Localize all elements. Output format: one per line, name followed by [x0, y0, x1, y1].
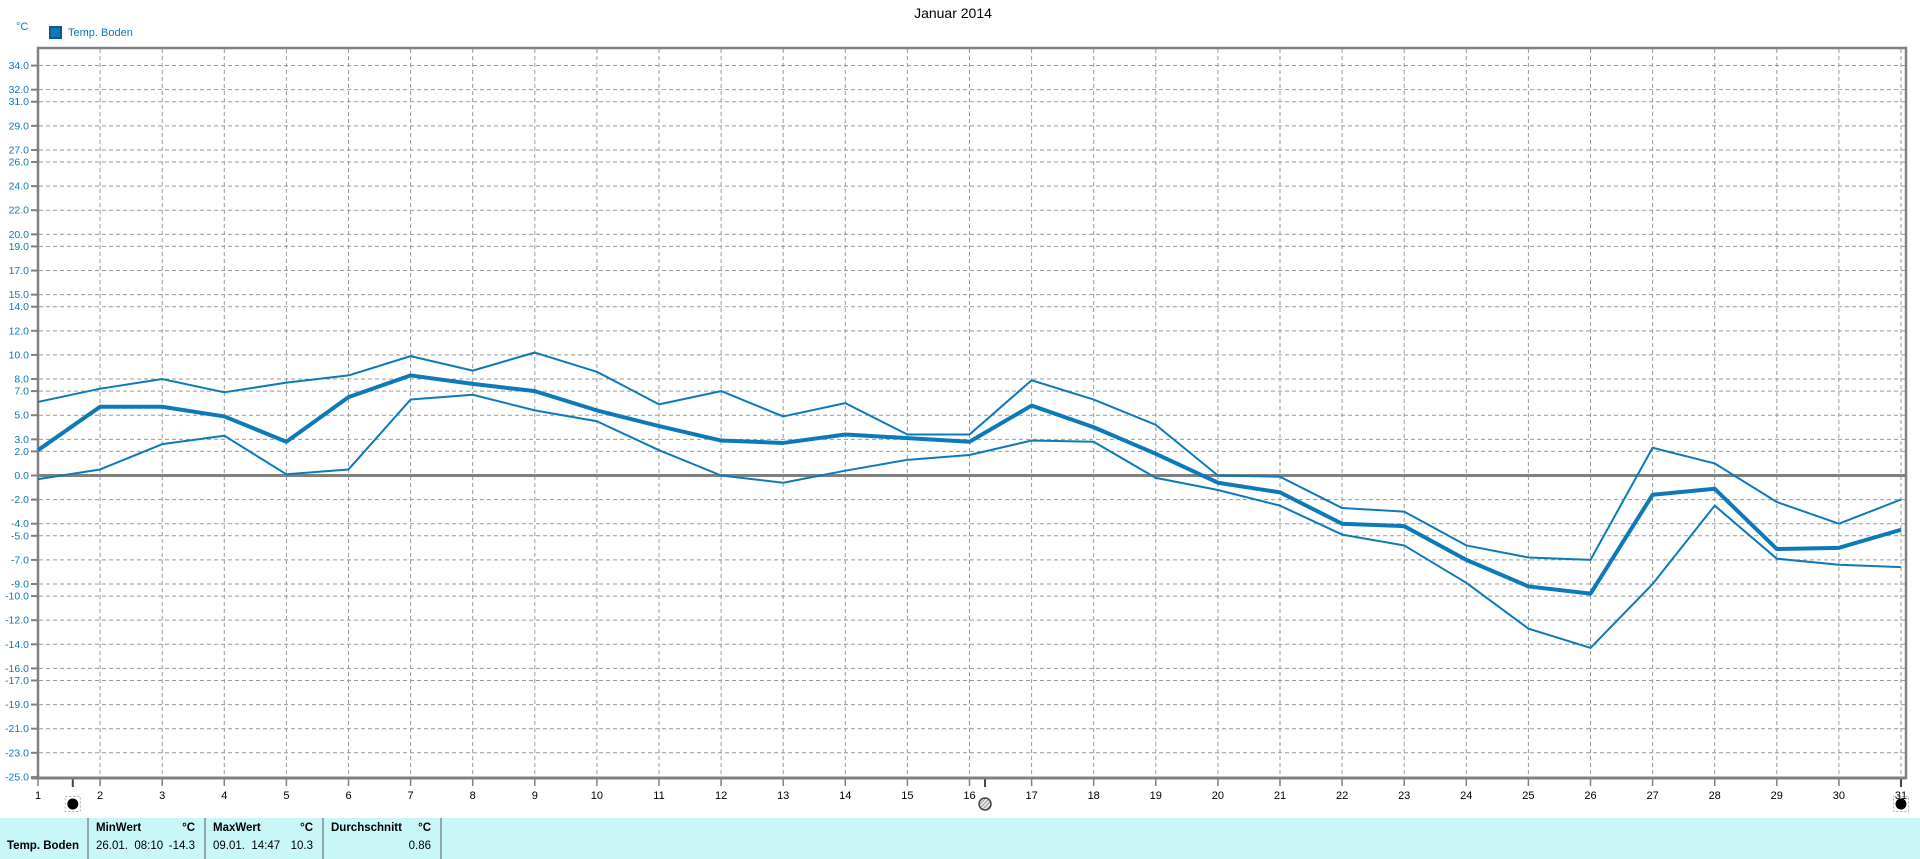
svg-text:15: 15: [901, 790, 913, 802]
series-mean-line: [36, 373, 1902, 596]
svg-text:17: 17: [1025, 790, 1037, 802]
svg-text:-25.0: -25.0: [5, 771, 29, 783]
svg-text:-10.0: -10.0: [5, 591, 29, 603]
svg-text:28: 28: [1709, 790, 1721, 802]
durchschnitt-unit: °C: [418, 822, 431, 834]
svg-text:31: 31: [1895, 790, 1907, 802]
svg-text:7: 7: [408, 790, 414, 802]
series-min-line: [37, 393, 1902, 649]
legend-swatch-icon: [49, 26, 62, 39]
svg-text:27.0: 27.0: [9, 144, 30, 156]
svg-text:-7.0: -7.0: [11, 554, 29, 566]
svg-text:8.0: 8.0: [14, 374, 29, 386]
svg-text:21: 21: [1274, 790, 1286, 802]
svg-text:22: 22: [1336, 790, 1348, 802]
statistics-table: Temp. Boden MinWert °C 26.01. 08:10 -14.…: [0, 818, 1920, 859]
svg-text:4: 4: [221, 790, 227, 802]
svg-text:30: 30: [1833, 790, 1845, 802]
table-divider: [322, 818, 324, 859]
chart-plot-area: 34.032.031.029.027.026.024.022.020.019.0…: [5, 46, 1909, 812]
maxwert-timestamp: 09.01. 14:47: [213, 840, 281, 852]
svg-text:2.0: 2.0: [14, 446, 29, 458]
maxwert-header: MaxWert: [213, 822, 261, 834]
table-divider: [440, 818, 442, 859]
svg-text:29: 29: [1771, 790, 1783, 802]
svg-text:-5.0: -5.0: [11, 530, 29, 542]
maxwert-unit: °C: [300, 822, 313, 834]
svg-text:26.0: 26.0: [9, 157, 30, 169]
svg-text:-16.0: -16.0: [5, 663, 29, 675]
svg-text:31.0: 31.0: [9, 96, 30, 108]
svg-text:2: 2: [97, 790, 103, 802]
svg-text:1: 1: [35, 790, 41, 802]
y-axis-unit-label: °C: [16, 21, 29, 33]
series-max-line: [37, 351, 1902, 561]
timeline-handle-left[interactable]: [64, 796, 81, 812]
table-divider: [204, 818, 206, 859]
svg-text:24.0: 24.0: [9, 181, 30, 193]
svg-text:32.0: 32.0: [9, 84, 30, 96]
svg-text:9: 9: [532, 790, 538, 802]
table-divider: [87, 818, 89, 859]
svg-text:29.0: 29.0: [9, 120, 30, 132]
svg-text:10.0: 10.0: [9, 349, 30, 361]
maxwert-value: 10.3: [290, 840, 313, 852]
svg-text:17.0: 17.0: [9, 265, 30, 277]
svg-text:-14.0: -14.0: [5, 639, 29, 651]
svg-text:12: 12: [715, 790, 727, 802]
svg-text:15.0: 15.0: [9, 289, 30, 301]
svg-text:3.0: 3.0: [14, 434, 29, 446]
svg-text:19.0: 19.0: [9, 241, 30, 253]
svg-text:0.0: 0.0: [14, 470, 29, 482]
svg-text:34.0: 34.0: [9, 60, 30, 72]
svg-text:24: 24: [1460, 790, 1472, 802]
svg-text:11: 11: [653, 790, 664, 802]
svg-text:14.0: 14.0: [9, 301, 30, 313]
svg-text:19: 19: [1150, 790, 1162, 802]
timeline-handle-middle[interactable]: [978, 797, 992, 811]
svg-text:14: 14: [839, 790, 851, 802]
svg-text:5.0: 5.0: [14, 410, 29, 422]
svg-text:18: 18: [1088, 790, 1100, 802]
svg-text:-9.0: -9.0: [11, 579, 29, 591]
svg-text:6: 6: [345, 790, 351, 802]
svg-text:22.0: 22.0: [9, 205, 30, 217]
svg-text:-23.0: -23.0: [5, 747, 29, 759]
svg-text:7.0: 7.0: [14, 386, 29, 398]
svg-text:5: 5: [283, 790, 289, 802]
svg-text:-17.0: -17.0: [5, 675, 29, 687]
svg-text:8: 8: [470, 790, 476, 802]
svg-text:12.0: 12.0: [9, 325, 30, 337]
legend-label: Temp. Boden: [68, 26, 133, 39]
svg-text:13: 13: [777, 790, 789, 802]
svg-text:-4.0: -4.0: [11, 518, 29, 530]
chart-title: Januar 2014: [914, 5, 992, 21]
svg-text:26: 26: [1584, 790, 1596, 802]
svg-text:25: 25: [1522, 790, 1534, 802]
minwert-value: -14.3: [168, 840, 195, 852]
svg-text:23: 23: [1398, 790, 1410, 802]
maxwert-cell: MaxWert °C 09.01. 14:47 10.3: [206, 818, 320, 859]
table-row-label: Temp. Boden: [7, 840, 79, 852]
svg-text:10: 10: [591, 790, 603, 802]
svg-text:27: 27: [1646, 790, 1658, 802]
svg-text:20: 20: [1212, 790, 1224, 802]
minwert-cell: MinWert °C 26.01. 08:10 -14.3: [89, 818, 202, 859]
durchschnitt-cell: Durchschnitt °C 0.86: [324, 818, 438, 859]
svg-text:-2.0: -2.0: [11, 494, 29, 506]
durchschnitt-value: 0.86: [408, 840, 431, 852]
legend: Temp. Boden: [49, 26, 133, 39]
svg-text:16: 16: [963, 790, 975, 802]
svg-text:-19.0: -19.0: [5, 699, 29, 711]
minwert-header: MinWert: [96, 822, 142, 834]
minwert-timestamp: 26.01. 08:10: [96, 840, 164, 852]
minwert-unit: °C: [182, 822, 195, 834]
svg-text:3: 3: [159, 790, 165, 802]
durchschnitt-header: Durchschnitt: [331, 822, 402, 834]
svg-text:-12.0: -12.0: [5, 615, 29, 627]
svg-text:20.0: 20.0: [9, 229, 30, 241]
timeline-handle-right[interactable]: [1893, 796, 1909, 812]
svg-text:-21.0: -21.0: [5, 723, 29, 735]
